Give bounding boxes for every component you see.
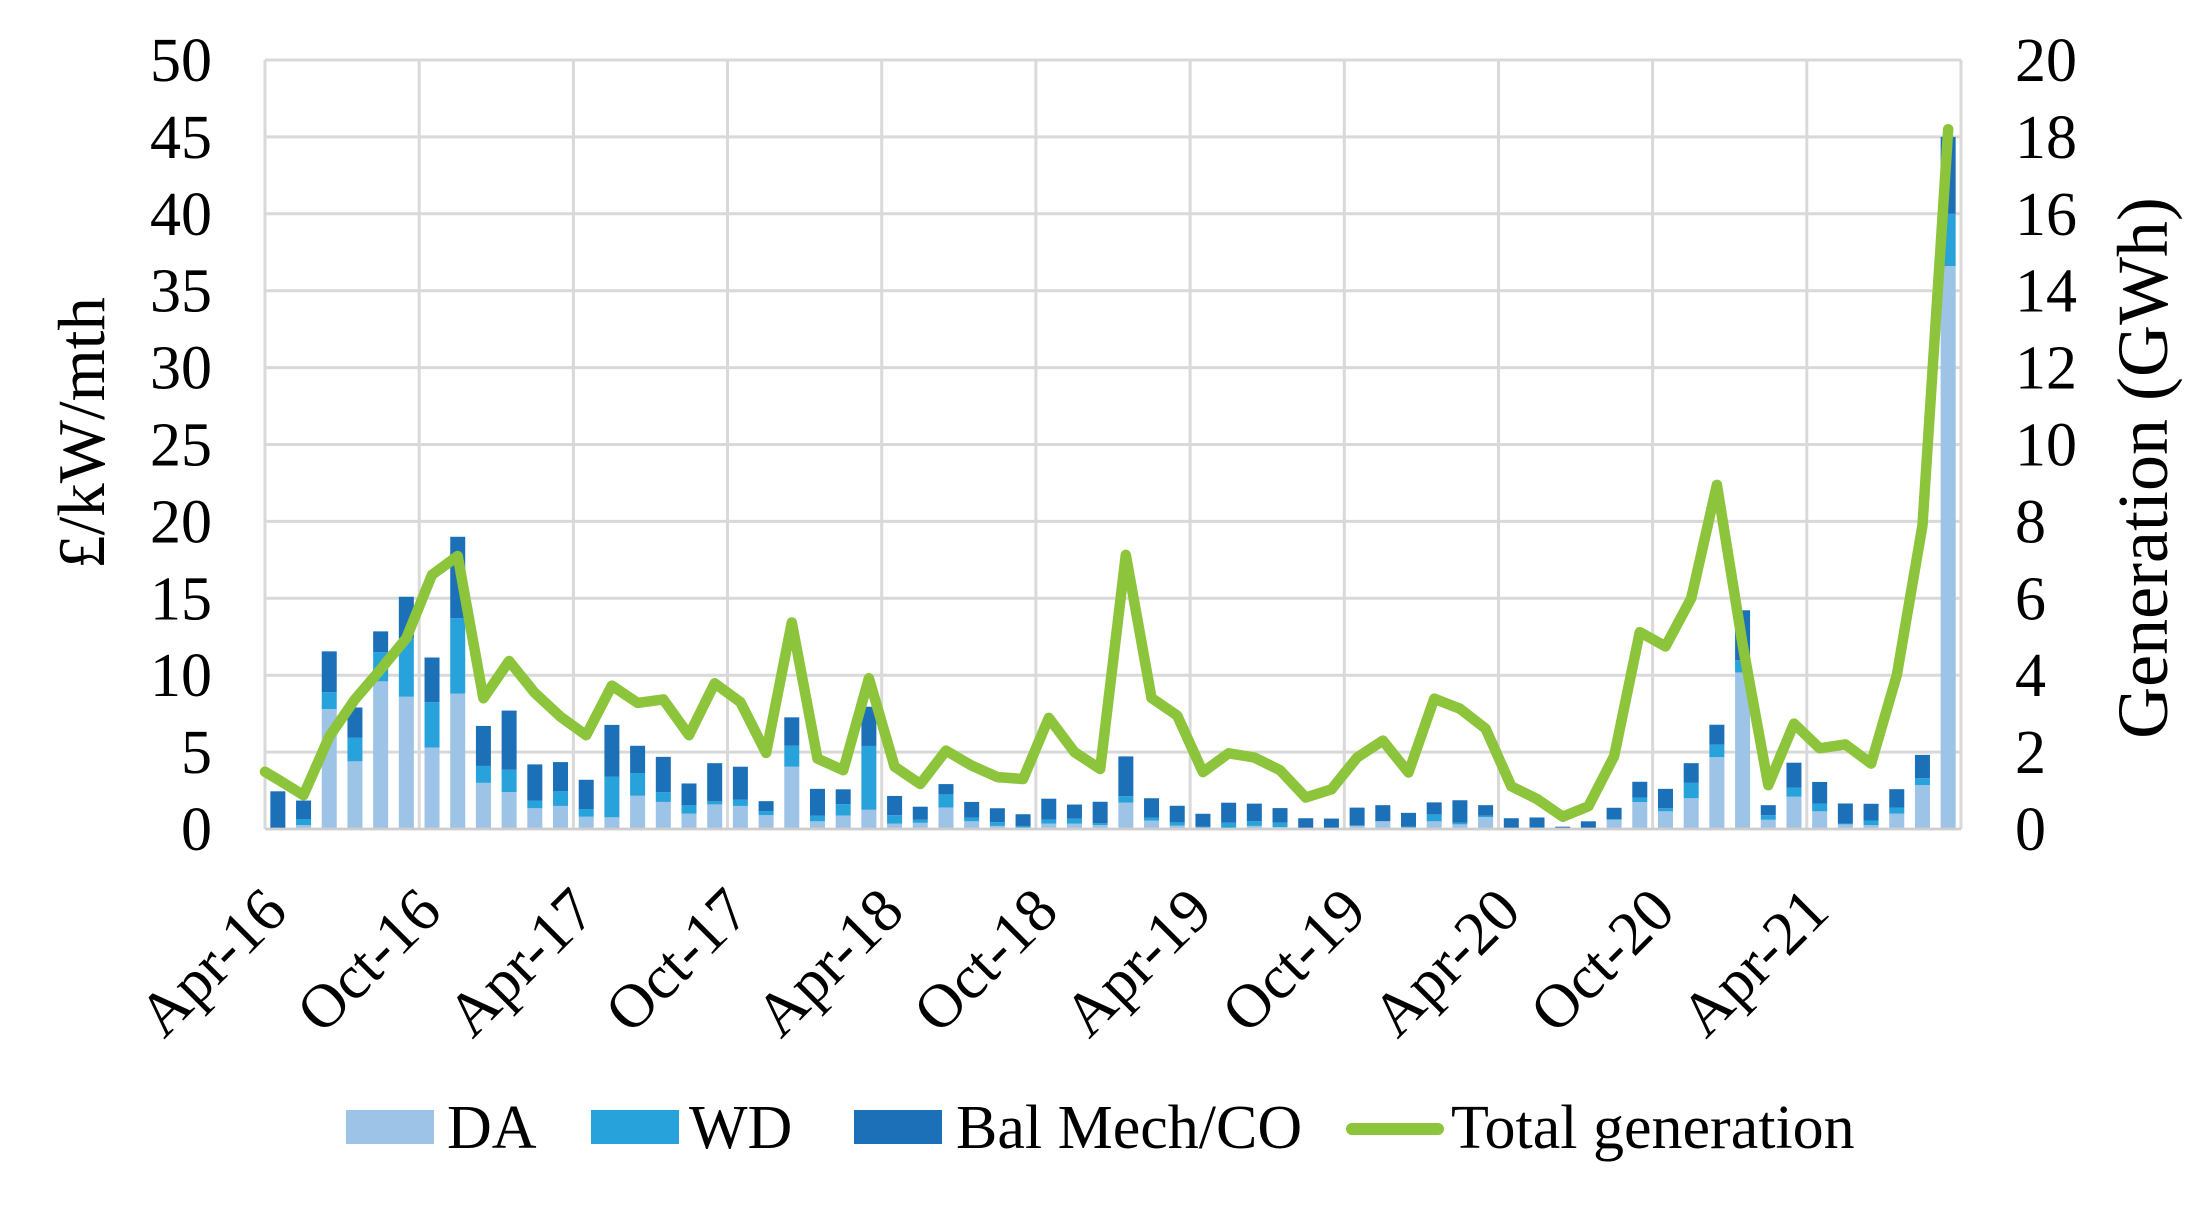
svg-text:10: 10 [150, 642, 212, 710]
svg-text:4: 4 [2015, 642, 2046, 710]
svg-text:15: 15 [150, 565, 212, 633]
svg-text:20: 20 [2015, 27, 2077, 95]
svg-text:Generation (GWh): Generation (GWh) [2103, 197, 2183, 739]
svg-text:30: 30 [150, 335, 212, 403]
svg-text:WD: WD [689, 1094, 792, 1162]
svg-text:0: 0 [2015, 796, 2046, 864]
svg-text:Total generation: Total generation [1451, 1094, 1855, 1162]
svg-text:45: 45 [150, 104, 212, 172]
svg-text:Bal Mech/CO: Bal Mech/CO [956, 1094, 1302, 1162]
svg-text:DA: DA [447, 1094, 537, 1162]
svg-text:0: 0 [181, 796, 212, 864]
svg-text:18: 18 [2015, 104, 2077, 172]
svg-text:5: 5 [181, 719, 212, 787]
svg-text:2: 2 [2015, 719, 2046, 787]
svg-text:50: 50 [150, 27, 212, 95]
svg-text:25: 25 [150, 412, 212, 480]
svg-text:40: 40 [150, 181, 212, 249]
svg-text:35: 35 [150, 258, 212, 326]
svg-text:20: 20 [150, 488, 212, 556]
svg-text:14: 14 [2015, 258, 2077, 326]
svg-text:10: 10 [2015, 412, 2077, 480]
svg-text:12: 12 [2015, 335, 2077, 403]
svg-text:8: 8 [2015, 488, 2046, 556]
svg-text:6: 6 [2015, 565, 2046, 633]
svg-text:16: 16 [2015, 181, 2077, 249]
svg-text:£/kW/mth: £/kW/mth [45, 297, 119, 569]
